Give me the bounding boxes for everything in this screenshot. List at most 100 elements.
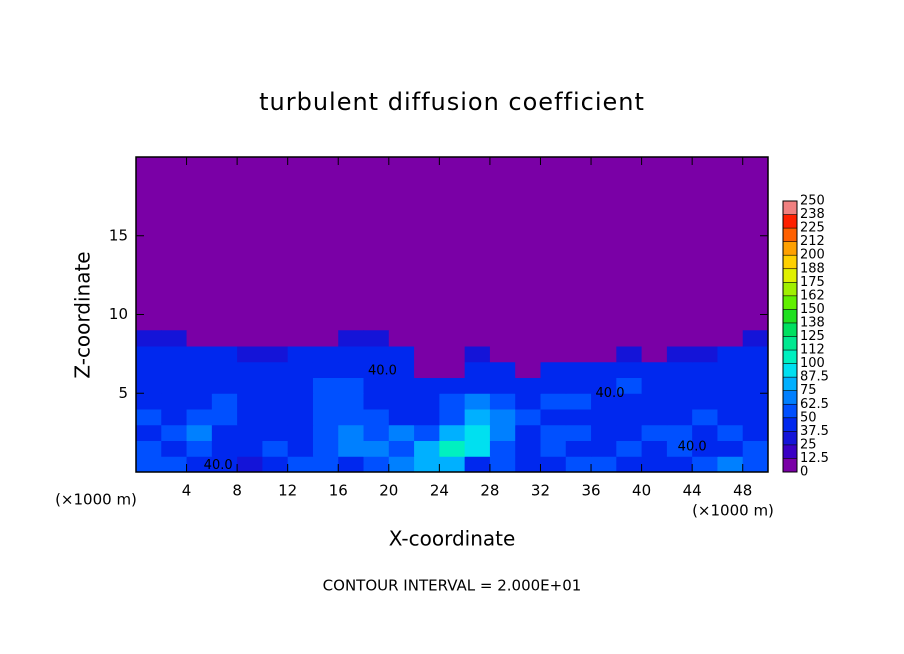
heat-cell <box>717 361 744 378</box>
heat-cell <box>489 393 516 410</box>
heat-cell <box>388 393 415 410</box>
heat-cell <box>287 377 314 394</box>
heat-cell <box>489 424 516 441</box>
heat-cell <box>489 409 516 426</box>
heat-cell <box>161 361 188 378</box>
heat-cell <box>388 330 415 347</box>
heat-cell <box>717 393 744 410</box>
heat-cell <box>439 361 466 378</box>
heat-cell <box>641 346 668 363</box>
heat-cell <box>464 393 491 410</box>
colorbar-box <box>783 241 797 256</box>
colorbar-box <box>783 228 797 242</box>
heat-cell <box>262 377 289 394</box>
heat-cell <box>414 456 440 473</box>
colorbar-box <box>783 350 797 364</box>
heat-cell <box>186 346 213 363</box>
colorbar-box <box>783 458 797 472</box>
heat-cell <box>211 377 238 394</box>
heat-cell <box>515 346 541 363</box>
heat-cell <box>692 330 718 347</box>
heat-cell <box>363 409 390 426</box>
colorbar-box <box>783 431 797 445</box>
heat-cell <box>363 393 390 410</box>
heat-cell <box>186 393 213 410</box>
x-axis-label: X-coordinate <box>389 527 516 551</box>
heat-cell <box>136 456 162 473</box>
heat-cell <box>186 409 213 426</box>
heat-cell <box>338 456 365 473</box>
heat-cell <box>591 456 617 473</box>
heat-cell <box>363 361 390 378</box>
heat-cell <box>616 361 643 378</box>
colorbar-box <box>783 295 797 310</box>
heat-cell <box>136 424 162 441</box>
heat-cell <box>338 409 365 426</box>
heat-cell <box>363 456 390 473</box>
heat-cell <box>414 409 440 426</box>
heat-cell <box>363 440 390 457</box>
colorbar-box <box>783 417 797 432</box>
x-tick-label: 32 <box>531 482 550 500</box>
heat-cell <box>717 424 744 441</box>
colorbar-box <box>783 390 797 405</box>
heat-cell <box>515 377 541 394</box>
heat-cell <box>388 409 415 426</box>
x-tick-label: 48 <box>733 482 752 500</box>
heat-cell <box>312 393 339 410</box>
contour-label: 40.0 <box>204 458 233 473</box>
heat-cell <box>312 361 339 378</box>
heat-cell <box>464 440 491 457</box>
x-tick-label: 12 <box>278 482 297 500</box>
heat-cell <box>641 377 668 394</box>
heat-cell <box>237 440 263 457</box>
heat-cell <box>540 440 567 457</box>
colorbar-label: 75 <box>800 383 817 398</box>
heat-cell <box>489 346 516 363</box>
heat-cell <box>692 393 718 410</box>
y-tick-label: 10 <box>109 305 128 323</box>
heat-cell <box>287 393 314 410</box>
heat-cell <box>136 346 162 363</box>
x-tick-label: 36 <box>581 482 600 500</box>
heat-cell <box>262 361 289 378</box>
y-tick-label: 15 <box>109 226 128 244</box>
heat-cell <box>565 456 592 473</box>
heat-cell <box>136 361 162 378</box>
heat-cell <box>666 456 693 473</box>
colorbar-label: 112 <box>800 343 825 358</box>
heat-cell <box>742 330 768 347</box>
heat-cell <box>363 377 390 394</box>
x-tick-label: 28 <box>480 482 499 500</box>
colorbar-box <box>783 268 797 283</box>
colorbar-label: 0 <box>800 465 808 480</box>
heat-cell <box>439 440 466 457</box>
heat-cell <box>464 409 491 426</box>
heat-cell <box>237 330 263 347</box>
heat-cell <box>540 393 567 410</box>
heat-cell <box>136 440 162 457</box>
colorbar-box <box>783 377 797 391</box>
heat-cell <box>742 440 768 457</box>
heat-cell <box>692 456 718 473</box>
heat-cell <box>666 346 693 363</box>
colorbar-label: 125 <box>800 329 825 344</box>
heat-cell <box>565 393 592 410</box>
heat-cell <box>666 361 693 378</box>
heat-cell <box>616 377 643 394</box>
heat-cell <box>338 440 365 457</box>
heat-cell <box>237 456 263 473</box>
heat-cell <box>414 346 440 363</box>
heat-cell <box>388 456 415 473</box>
heat-cell <box>338 346 365 363</box>
heat-cell <box>312 377 339 394</box>
heat-cell <box>540 330 567 347</box>
x-tick-label: 44 <box>683 482 702 500</box>
heat-cell <box>338 393 365 410</box>
heat-cell <box>591 393 617 410</box>
heat-cell <box>692 377 718 394</box>
heat-cell <box>666 330 693 347</box>
heat-cell <box>161 330 188 347</box>
colorbar-box <box>783 404 797 418</box>
heat-cell <box>717 346 744 363</box>
